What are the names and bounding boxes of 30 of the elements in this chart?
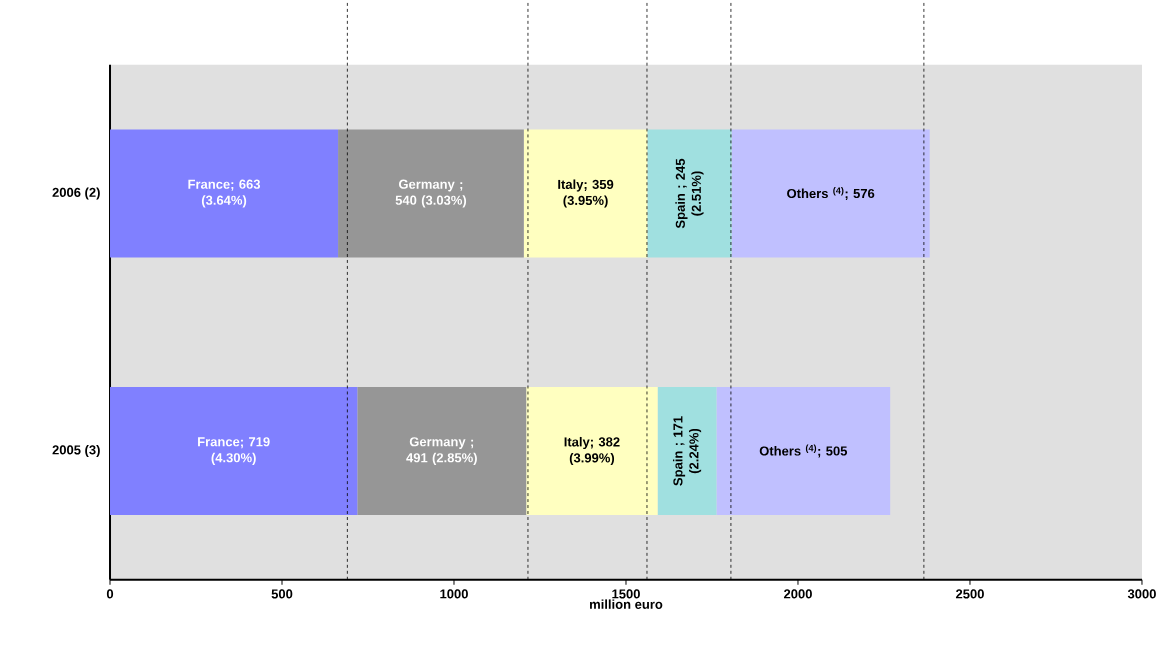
data-label: Italy; 359 (3.95%)	[558, 179, 614, 208]
y-tick-label: 2006 (2)	[52, 187, 100, 200]
data-label: France; 719 (4.30%)	[198, 437, 270, 466]
x-axis-title: million euro	[590, 599, 663, 610]
bar	[110, 387, 358, 516]
x-tick-label: 1000	[440, 589, 468, 599]
bar	[647, 129, 732, 258]
data-label: Spain ; 171 (2.24%)	[672, 416, 702, 486]
x-tick-label: 0	[106, 589, 114, 599]
data-label: Others $^{(4)}$; 505	[759, 444, 848, 458]
bar	[716, 387, 891, 516]
bar	[526, 387, 658, 516]
x-tick-label: 2500	[955, 589, 984, 599]
x-tick-label: 500	[271, 589, 293, 599]
bar	[110, 129, 339, 258]
data-label: Germany ; 540 (3.03%)	[395, 179, 467, 208]
data-label: France; 663 (3.64%)	[188, 179, 261, 208]
x-tick-label: 2000	[783, 589, 812, 599]
data-label: Germany ; 491 (2.85%)	[406, 437, 477, 466]
data-label: Others $^{(4)}$; 576	[787, 187, 875, 201]
bar	[731, 129, 930, 258]
bar	[338, 129, 524, 258]
data-label: Spain ; 245 (2.51%)	[675, 158, 704, 229]
bar	[357, 387, 527, 516]
y-tick-label: 2005 (3)	[52, 445, 100, 458]
data-label: Italy; 382 (3.99%)	[564, 437, 620, 466]
x-tick-label: 1500	[612, 589, 640, 599]
x-tick-label: 3000	[1127, 589, 1156, 599]
bar	[523, 129, 648, 258]
bar	[657, 387, 717, 516]
